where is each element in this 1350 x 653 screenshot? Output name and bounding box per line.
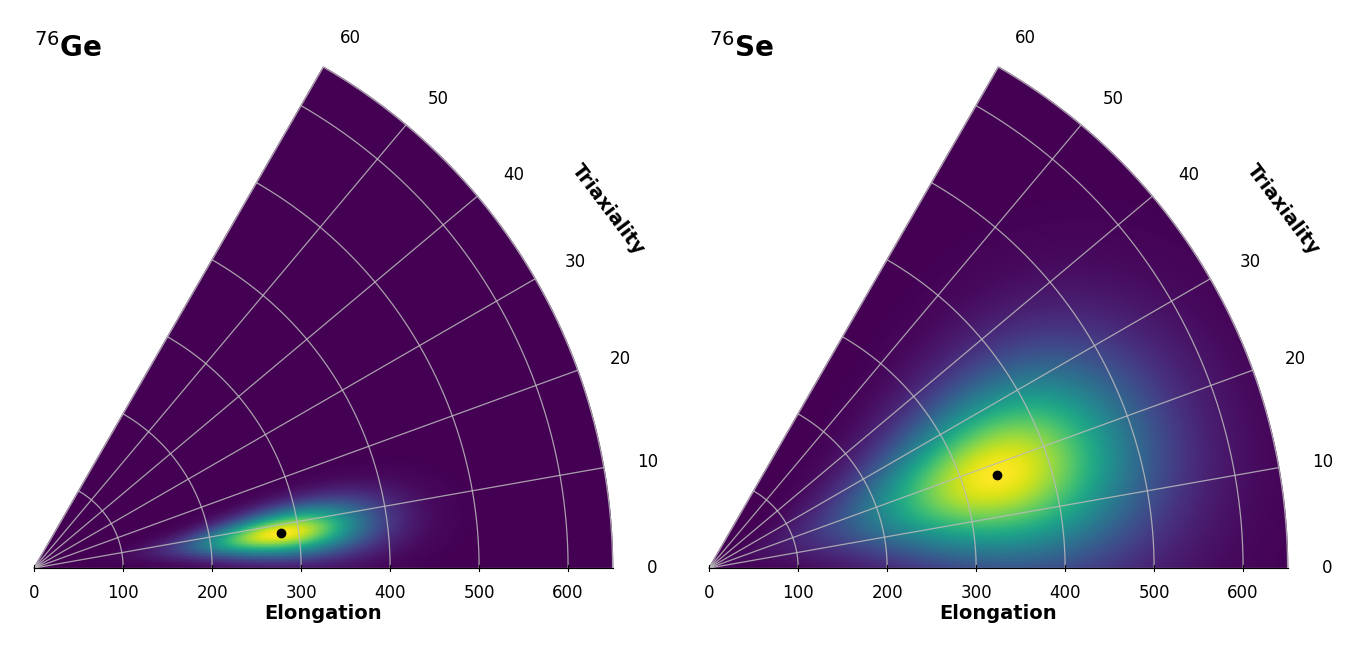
- Text: 500: 500: [1138, 584, 1170, 602]
- Text: 0: 0: [703, 584, 714, 602]
- Text: 10: 10: [637, 453, 659, 471]
- Text: Elongation: Elongation: [940, 603, 1057, 623]
- Text: 60: 60: [1015, 29, 1037, 47]
- Text: 300: 300: [285, 584, 317, 602]
- Text: 400: 400: [374, 584, 406, 602]
- Text: 600: 600: [1227, 584, 1258, 602]
- Text: 50: 50: [428, 90, 448, 108]
- Text: 40: 40: [1179, 165, 1199, 183]
- Text: 300: 300: [960, 584, 992, 602]
- Text: 0: 0: [1322, 559, 1332, 577]
- Text: 30: 30: [564, 253, 586, 271]
- Text: 60: 60: [340, 29, 362, 47]
- Text: Elongation: Elongation: [265, 603, 382, 623]
- Text: 20: 20: [1284, 349, 1305, 368]
- Text: 20: 20: [609, 349, 630, 368]
- Text: 200: 200: [196, 584, 228, 602]
- Text: 200: 200: [871, 584, 903, 602]
- Text: 0: 0: [647, 559, 657, 577]
- Text: 50: 50: [1103, 90, 1123, 108]
- Polygon shape: [709, 67, 1288, 568]
- Text: 10: 10: [1312, 453, 1334, 471]
- Text: 600: 600: [552, 584, 583, 602]
- Polygon shape: [34, 67, 613, 568]
- Text: Triaxiality: Triaxiality: [1242, 161, 1323, 259]
- Text: 30: 30: [1239, 253, 1261, 271]
- Text: 100: 100: [783, 584, 814, 602]
- Text: $^{76}$Ge: $^{76}$Ge: [34, 33, 103, 63]
- Text: Triaxiality: Triaxiality: [567, 161, 648, 259]
- Text: 100: 100: [108, 584, 139, 602]
- Text: 500: 500: [463, 584, 495, 602]
- Text: 40: 40: [504, 165, 524, 183]
- Text: 400: 400: [1049, 584, 1081, 602]
- Text: $^{76}$Se: $^{76}$Se: [709, 33, 775, 63]
- Text: 0: 0: [28, 584, 39, 602]
